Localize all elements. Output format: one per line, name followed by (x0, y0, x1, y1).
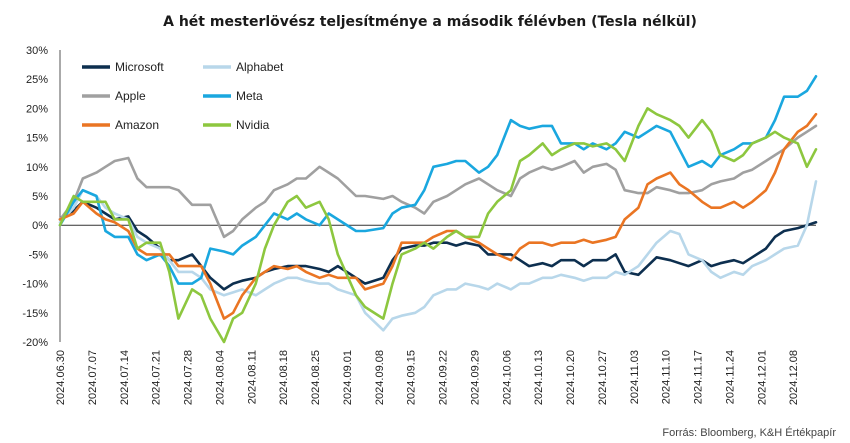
legend-label-nvidia: Nvidia (236, 118, 270, 132)
x-tick-label: 2024.09.22 (438, 350, 450, 405)
series-line-amazon (58, 112, 818, 320)
x-tick-label: 2024.08.18 (278, 350, 290, 405)
x-tick-label: 2024.09.08 (374, 350, 386, 405)
x-tick-label: 2024.12.08 (788, 350, 800, 405)
y-tick-label: -20% (22, 337, 48, 349)
legend-label-meta: Meta (236, 89, 263, 103)
series-line-nvidia (58, 107, 818, 344)
series-line-microsoft (58, 200, 818, 291)
y-tick-label: 10% (26, 162, 48, 174)
axes: -20% -15% -10% -5% 0% 5% 10% 15% 20% 25% 30% 2024.0… (22, 45, 816, 405)
chart-title: A hét mesterlövész teljesítménye a másod… (163, 14, 697, 30)
x-tick-label: 2024.12.01 (756, 350, 768, 405)
x-tick-label: 2024.06.30 (55, 350, 67, 405)
x-tick-label: 2024.11.10 (661, 350, 673, 404)
x-tick-label: 2024.09.15 (406, 350, 418, 405)
legend-label-amazon: Amazon (115, 118, 159, 132)
legend-label-apple: Apple (115, 89, 146, 103)
y-tick-label: -15% (22, 308, 48, 320)
legend-label-microsoft: Microsoft (115, 60, 164, 74)
x-tick-label: 2024.09.01 (342, 350, 354, 405)
y-tick-label: 5% (32, 191, 48, 203)
y-tick-label: 15% (26, 133, 48, 145)
y-tick-label: 30% (26, 45, 48, 57)
legend: Microsoft Alphabet Apple Meta Amazon Nvidia (82, 60, 284, 132)
series-line-apple (58, 124, 818, 239)
source-note: Forrás: Bloomberg, K&H Értékpapír (662, 426, 836, 439)
y-tick-label: 25% (26, 74, 48, 86)
y-tick-label: 20% (26, 103, 48, 115)
x-tick-label: 2024.07.21 (151, 350, 163, 405)
x-tick-label: 2024.11.17 (693, 350, 705, 404)
series-line-alphabet (58, 180, 818, 332)
x-tick-label: 2024.08.04 (214, 350, 226, 405)
series-lines (58, 75, 818, 344)
series-line-meta (58, 75, 818, 285)
x-tick-label: 2024.10.20 (565, 350, 577, 405)
x-tick-label: 2024.10.27 (597, 350, 609, 405)
x-tick-label: 2024.11.03 (629, 350, 641, 404)
x-tick-label: 2024.08.25 (310, 350, 322, 405)
x-tick-label: 2024.07.07 (87, 350, 99, 405)
x-tick-label: 2024.07.14 (119, 350, 131, 405)
x-tick-label: 2024.09.29 (469, 350, 481, 405)
x-tick-label: 2024.10.13 (533, 350, 545, 405)
y-tick-label: -5% (28, 249, 48, 261)
y-tick-label: 0% (32, 220, 48, 232)
x-tick-label: 2024.10.06 (501, 350, 513, 405)
x-tick-label: 2024.07.28 (183, 350, 195, 405)
y-tick-label: -10% (22, 279, 48, 291)
legend-label-alphabet: Alphabet (236, 60, 284, 74)
x-tick-label: 2024.08.11 (246, 350, 258, 404)
x-tick-label: 2024.11.24 (724, 350, 736, 404)
